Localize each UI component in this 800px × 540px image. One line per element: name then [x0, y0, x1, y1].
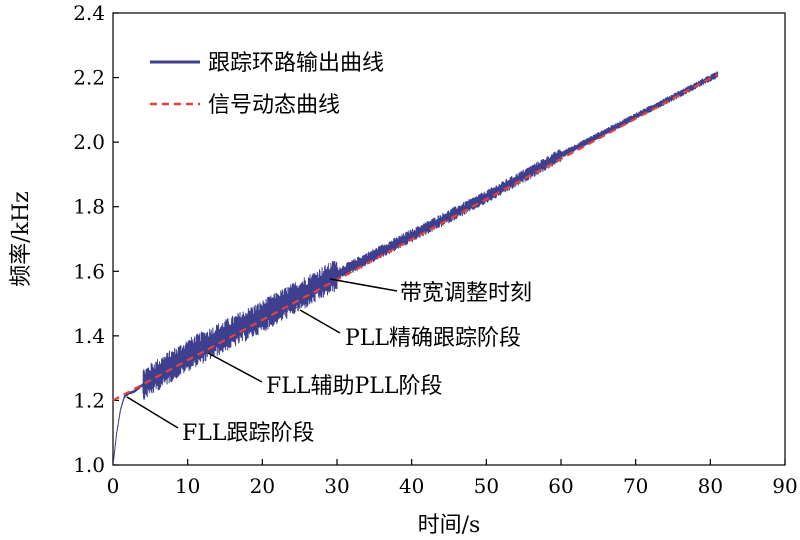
annotation-fll-assisted-pll: FLL辅助PLL阶段 — [266, 374, 443, 399]
annotations: 带宽调整时刻 PLL精确跟踪阶段 FLL辅助PLL阶段 FLL跟踪阶段 — [126, 278, 532, 446]
y-tick-label: 2.4 — [73, 1, 105, 25]
y-axis-ticks: 1.0 1.2 1.4 1.6 1.8 2.0 2.2 2.4 — [73, 1, 119, 477]
y-tick-label: 1.8 — [73, 195, 105, 219]
annotation-fll-stage: FLL跟踪阶段 — [182, 421, 314, 446]
x-tick-label: 60 — [548, 474, 573, 498]
x-tick-label: 40 — [399, 474, 424, 498]
annotation-bandwidth-adjust: 带宽调整时刻 — [400, 281, 532, 306]
x-tick-label: 0 — [107, 474, 120, 498]
x-axis-title: 时间/s — [418, 513, 481, 538]
x-tick-label: 50 — [474, 474, 499, 498]
series-layer — [112, 71, 719, 465]
y-tick-label: 1.2 — [73, 388, 105, 412]
annotation-pll-stage: PLL精确跟踪阶段 — [345, 326, 521, 351]
x-tick-label: 10 — [175, 474, 200, 498]
y-tick-label: 1.4 — [73, 324, 105, 348]
legend-label-signal: 信号动态曲线 — [208, 93, 340, 118]
legend: 跟踪环路输出曲线 信号动态曲线 — [150, 51, 384, 118]
series-tracking-loop-output — [112, 71, 719, 465]
annotation-leader-bandwidth — [329, 278, 398, 292]
annotation-leader-fll-pll — [207, 352, 263, 383]
annotation-leader-pll — [299, 309, 341, 334]
plot-frame — [112, 12, 786, 466]
y-tick-label: 1.0 — [73, 453, 105, 477]
x-axis-ticks: 0 10 20 30 40 50 60 70 80 90 — [107, 459, 798, 498]
y-tick-label: 2.2 — [73, 66, 105, 90]
annotation-leader-fll — [126, 396, 179, 429]
x-tick-label: 20 — [250, 474, 275, 498]
y-tick-label: 2.0 — [73, 130, 105, 154]
y-axis-title: 频率/kHz — [9, 191, 34, 287]
series-signal-dynamic — [112, 73, 719, 402]
x-tick-label: 70 — [623, 474, 648, 498]
x-tick-label: 90 — [772, 474, 797, 498]
legend-label-tracking: 跟踪环路输出曲线 — [208, 51, 384, 76]
x-tick-label: 30 — [324, 474, 349, 498]
y-tick-label: 1.6 — [73, 259, 105, 283]
x-tick-label: 80 — [698, 474, 723, 498]
